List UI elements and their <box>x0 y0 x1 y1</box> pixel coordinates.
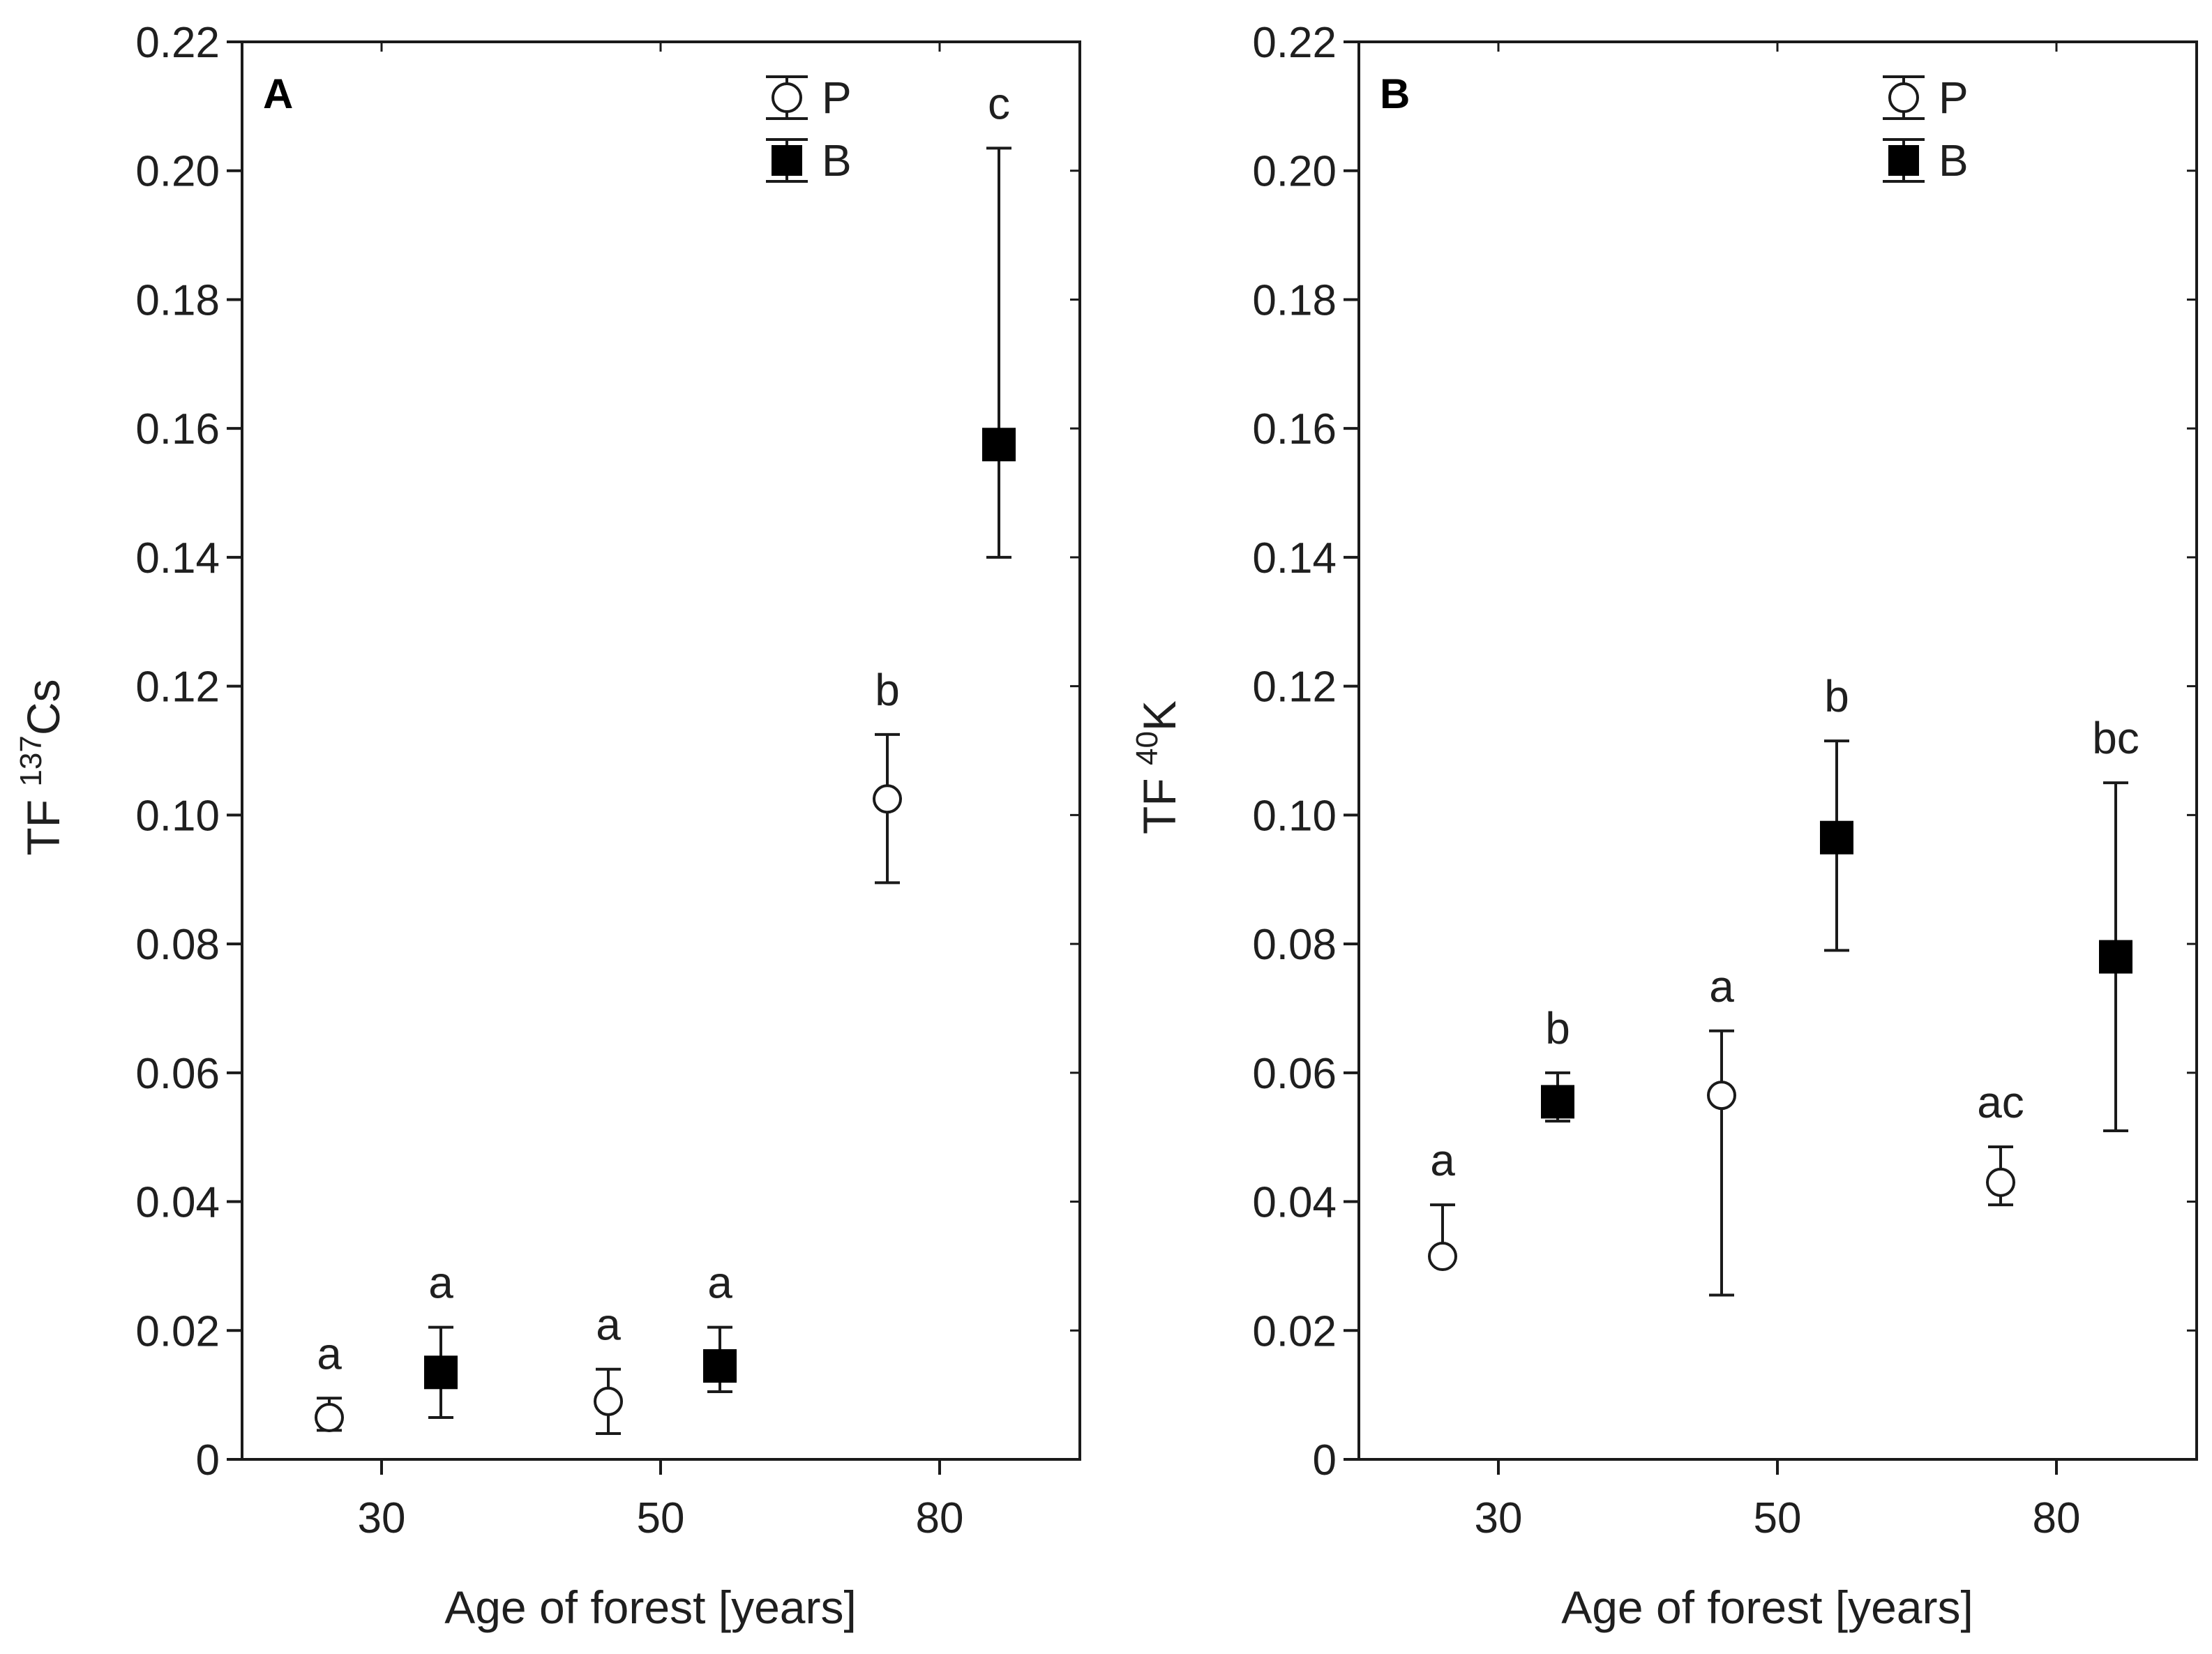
y-tick-label: 0.20 <box>135 148 220 196</box>
chart-panel-b: 0 0.02 0.04 0.06 0.08 0.10 0.12 0.14 0.16 0.18 0.2… <box>1130 19 2198 1633</box>
significance-letter: a <box>596 1300 621 1350</box>
significance-letter: a <box>707 1258 732 1308</box>
panel-letter: B <box>1380 70 1410 117</box>
y-tick-label: 0.06 <box>1252 1050 1337 1098</box>
y-tick-label: 0 <box>1313 1436 1337 1484</box>
legend-label-b: B <box>822 135 852 186</box>
data-point-b <box>1820 820 1853 855</box>
legend-b-marker <box>772 145 802 176</box>
significance-letter: a <box>1430 1135 1455 1185</box>
y-tick-label: 0 <box>196 1436 220 1484</box>
data-point-p <box>315 1402 344 1432</box>
data-point-b <box>2099 940 2132 974</box>
significance-letter: a <box>317 1328 342 1378</box>
y-tick-label: 0.22 <box>1252 19 1337 67</box>
y-tick-label: 0.16 <box>1252 405 1337 453</box>
data-point-p <box>594 1386 623 1416</box>
legend-label-p: P <box>1939 73 1969 123</box>
y-axis-label: TF 137Cs <box>14 679 69 855</box>
series-b: b b bc <box>1541 671 2139 1132</box>
data-point-b <box>424 1355 458 1390</box>
data-point-p <box>1707 1081 1736 1111</box>
x-tick-label: 80 <box>2033 1494 2081 1542</box>
y-tick-label: 0.04 <box>1252 1179 1337 1227</box>
data-point-p <box>1428 1242 1457 1272</box>
y-tick-label: 0.10 <box>1252 792 1337 840</box>
legend-p-marker <box>772 82 802 113</box>
y-tick-label: 0.02 <box>135 1307 220 1355</box>
series-b: a a c <box>424 78 1016 1419</box>
legend: PB <box>766 73 852 186</box>
y-tick-label: 0.22 <box>135 19 220 67</box>
y-tick-label: 0.12 <box>1252 663 1337 712</box>
y-axis-label: TF 40K <box>1130 700 1185 834</box>
x-tick-label: 50 <box>637 1494 685 1542</box>
significance-letter: b <box>1545 1003 1570 1053</box>
legend-label-p: P <box>822 73 852 123</box>
y-tick-label: 0.10 <box>135 792 220 840</box>
data-point-b <box>703 1349 737 1383</box>
significance-letter: c <box>988 78 1010 128</box>
y-tick-label: 0.20 <box>1252 148 1337 196</box>
significance-letter: a <box>428 1258 453 1308</box>
plot-frame <box>1357 40 2198 1461</box>
y-tick-label: 0.04 <box>135 1179 220 1227</box>
legend-label-b: B <box>1939 135 1969 186</box>
significance-letter: a <box>1709 961 1734 1012</box>
y-tick-label: 0.18 <box>135 276 220 324</box>
series-p: a a b <box>315 665 902 1436</box>
y-tick-label: 0.14 <box>135 534 220 582</box>
x-tick-label: 30 <box>1475 1494 1523 1542</box>
y-tick-label: 0.02 <box>1252 1307 1337 1355</box>
y-tick-label: 0.18 <box>1252 276 1337 324</box>
data-point-b <box>1541 1085 1574 1119</box>
x-tick-label: 50 <box>1754 1494 1802 1542</box>
x-tick-label: 30 <box>358 1494 406 1542</box>
x-tick-label: 80 <box>916 1494 964 1542</box>
significance-letter: ac <box>1977 1077 2024 1127</box>
y-tick-label: 0.14 <box>1252 534 1337 582</box>
x-axis-label: Age of forest [years] <box>444 1581 857 1633</box>
legend: PB <box>1883 73 1969 186</box>
y-tick-label: 0.08 <box>135 921 220 969</box>
significance-letter: b <box>1824 671 1849 721</box>
data-point-p <box>873 784 902 814</box>
y-tick-label: 0.16 <box>135 405 220 453</box>
series-p: a a ac <box>1428 961 2024 1297</box>
plot-frame <box>241 40 1081 1461</box>
y-tick-label: 0.06 <box>135 1050 220 1098</box>
data-point-p <box>1986 1167 2015 1197</box>
panel-letter: A <box>263 70 293 117</box>
y-tick-label: 0.08 <box>1252 921 1337 969</box>
x-axis-label: Age of forest [years] <box>1561 1581 1973 1633</box>
significance-letter: b <box>875 665 900 715</box>
significance-letter: bc <box>2092 713 2139 763</box>
y-tick-label: 0.12 <box>135 663 220 712</box>
legend-p-marker <box>1888 82 1919 113</box>
data-point-b <box>982 428 1016 462</box>
chart-panel-a: 0 0.02 0.04 0.06 0.08 0.10 0.12 0.14 0.16 0.18 0.2… <box>14 19 1081 1633</box>
legend-b-marker <box>1888 145 1919 176</box>
